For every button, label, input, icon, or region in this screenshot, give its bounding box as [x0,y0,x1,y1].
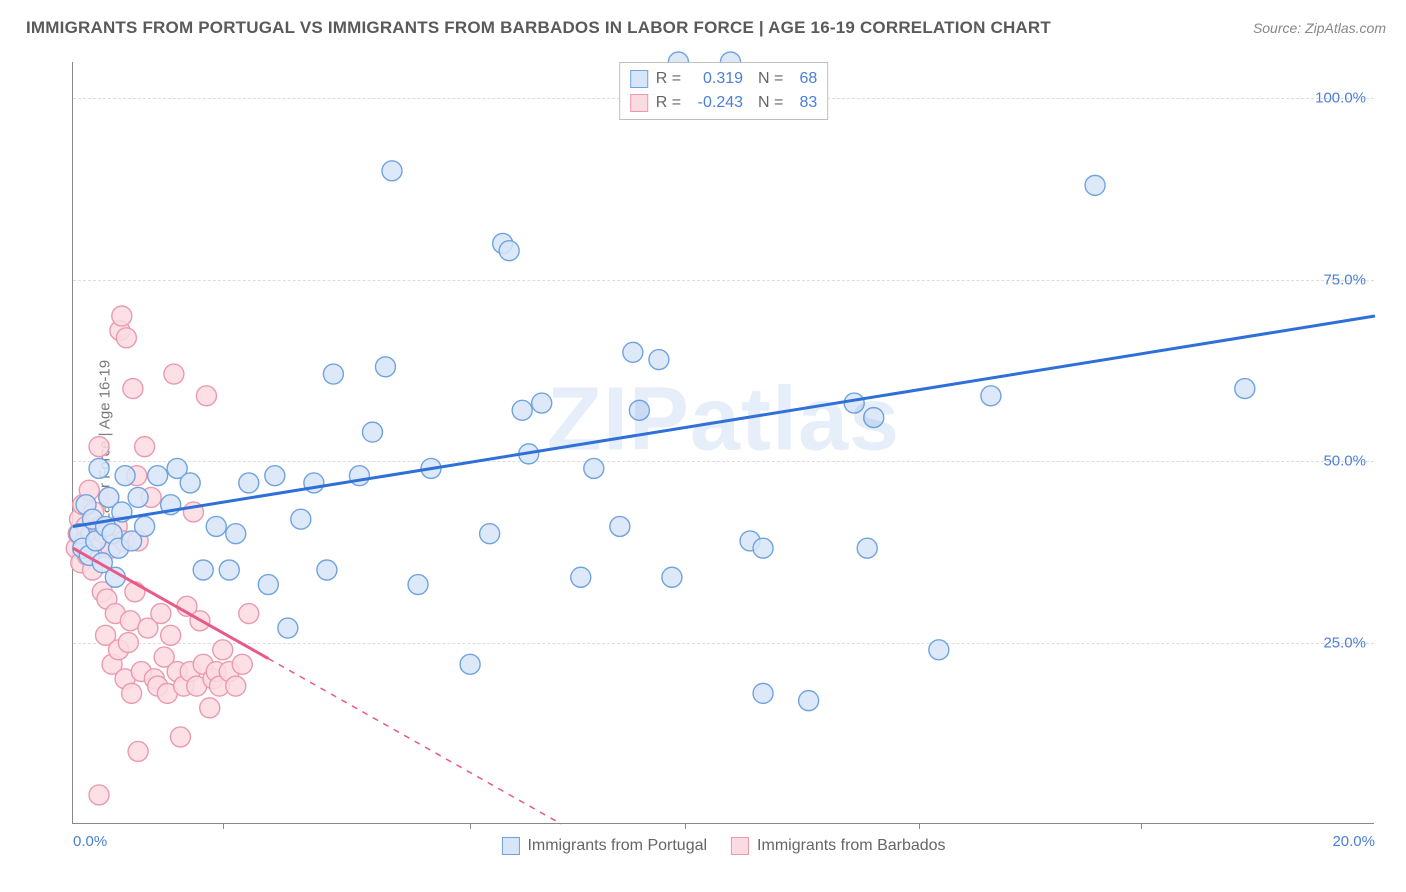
scatter-point [623,342,643,362]
scatter-point [532,393,552,413]
scatter-point [460,654,480,674]
scatter-point [193,560,213,580]
scatter-point [115,466,135,486]
scatter-point [753,538,773,558]
scatter-point [1235,379,1255,399]
scatter-point [112,306,132,326]
scatter-point [480,524,500,544]
legend-stats-text: R = 0.319 N = 68 [656,70,818,88]
legend-n-label: N = [749,70,783,88]
scatter-point [499,241,519,261]
scatter-point [164,364,184,384]
scatter-point [122,683,142,703]
legend-stats-text: R = -0.243 N = 83 [656,94,818,112]
scatter-point [213,640,233,660]
scatter-point [89,785,109,805]
legend-r-value: -0.243 [687,94,743,112]
scatter-point [118,633,138,653]
scatter-point [362,422,382,442]
legend-r-label: R = [656,70,681,88]
scatter-point [1085,175,1105,195]
scatter-point [161,625,181,645]
legend-stats-row: R = 0.319 N = 68 [630,67,818,91]
scatter-point [89,458,109,478]
source-attribution: Source: ZipAtlas.com [1253,20,1386,36]
scatter-point [128,741,148,761]
scatter-point [128,487,148,507]
scatter-point [864,408,884,428]
scatter-point [317,560,337,580]
scatter-point [170,727,190,747]
scatter-point [981,386,1001,406]
scatter-point [571,567,591,587]
legend-swatch-portugal [630,70,648,88]
x-tick-mark [685,823,686,829]
scatter-point [584,458,604,478]
scatter-point [323,364,343,384]
scatter-point [206,516,226,536]
scatter-point [180,473,200,493]
legend-stats-row: R = -0.243 N = 83 [630,91,818,115]
scatter-point [662,567,682,587]
x-tick-mark [1141,823,1142,829]
legend-n-value: 83 [789,94,817,112]
legend-n-value: 68 [789,70,817,88]
scatter-point [753,683,773,703]
plot-area: R = 0.319 N = 68 R = -0.243 N = 83 ZIPat… [72,62,1374,824]
x-tick-mark [470,823,471,829]
scatter-point [291,509,311,529]
scatter-point [196,386,216,406]
scatter-point [135,516,155,536]
x-tick-label: 20.0% [1332,833,1375,850]
scatter-point [649,350,669,370]
chart-container: In Labor Force | Age 16-19 R = 0.319 N =… [26,48,1386,850]
scatter-point [239,473,259,493]
legend-swatch-barbados [630,94,648,112]
legend-series: Immigrants from Portugal Immigrants from… [501,837,945,855]
scatter-point [226,676,246,696]
scatter-point [857,538,877,558]
scatter-point [844,393,864,413]
legend-r-value: 0.319 [687,70,743,88]
scatter-point [382,161,402,181]
scatter-point [265,466,285,486]
scatter-point [799,691,819,711]
legend-swatch-barbados [731,837,749,855]
trend-line [73,316,1375,526]
legend-r-label: R = [656,94,681,112]
scatter-point [258,575,278,595]
legend-swatch-portugal [501,837,519,855]
legend-n-label: N = [749,94,783,112]
trend-line-extrapolated [268,659,561,824]
scatter-point [929,640,949,660]
scatter-point [232,654,252,674]
scatter-point [123,379,143,399]
chart-title: IMMIGRANTS FROM PORTUGAL VS IMMIGRANTS F… [26,18,1051,38]
scatter-point [151,604,171,624]
scatter-point [512,400,532,420]
scatter-point [116,328,136,348]
scatter-point [219,560,239,580]
x-tick-mark [919,823,920,829]
x-tick-mark [223,823,224,829]
scatter-point [278,618,298,638]
scatter-point [610,516,630,536]
chart-svg [73,62,1374,823]
legend-item-barbados: Immigrants from Barbados [731,837,946,855]
scatter-point [226,524,246,544]
legend-label: Immigrants from Barbados [757,837,946,855]
legend-item-portugal: Immigrants from Portugal [501,837,707,855]
scatter-point [239,604,259,624]
scatter-point [135,437,155,457]
legend-stats: R = 0.319 N = 68 R = -0.243 N = 83 [619,62,829,120]
scatter-point [89,437,109,457]
scatter-point [375,357,395,377]
scatter-point [148,466,168,486]
x-tick-label: 0.0% [73,833,107,850]
scatter-point [200,698,220,718]
legend-label: Immigrants from Portugal [527,837,707,855]
scatter-point [408,575,428,595]
scatter-point [629,400,649,420]
